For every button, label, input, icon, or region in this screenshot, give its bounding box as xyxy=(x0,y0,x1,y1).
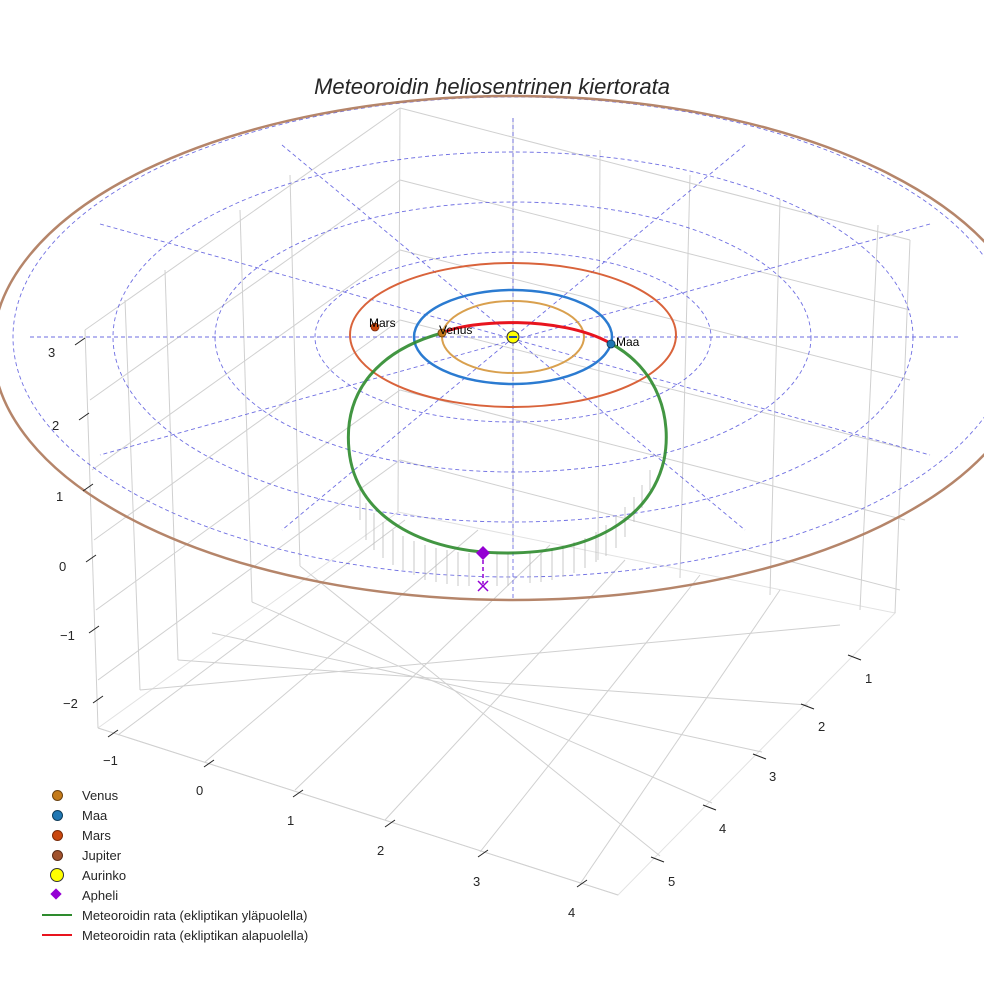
legend-item-jupiter: Jupiter xyxy=(36,845,308,865)
ecliptic-grid xyxy=(12,96,984,598)
venus-marker xyxy=(437,328,447,338)
z-tick-2: 2 xyxy=(52,418,59,433)
maa-legend-icon xyxy=(52,810,63,821)
green-line-legend-icon xyxy=(42,914,72,916)
legend-item-aurinko: Aurinko xyxy=(36,865,308,885)
venus-label: Venus xyxy=(439,323,472,337)
legend-item-venus: Venus xyxy=(36,785,308,805)
z-axis xyxy=(74,337,104,704)
z-tick-neg1: −1 xyxy=(60,628,75,643)
legend-item-apheli: Apheli xyxy=(36,885,308,905)
mars-marker xyxy=(370,322,380,332)
legend-item-above-ecliptic: Meteoroidin rata (ekliptikan yläpuolella… xyxy=(36,905,308,925)
x-tick-2: 2 xyxy=(377,843,384,858)
x-tick-3: 3 xyxy=(473,874,480,889)
meteoroid-orbit-above xyxy=(346,331,668,555)
z-tick-3: 3 xyxy=(48,345,55,360)
axes-box-grid xyxy=(84,107,911,896)
y-tick-3: 3 xyxy=(769,769,776,784)
legend: Venus Maa Mars Jupiter Aurinko Apheli Me… xyxy=(36,785,308,945)
x-tick-0: 0 xyxy=(196,783,203,798)
legend-item-below-ecliptic: Meteoroidin rata (ekliptikan alapuolella… xyxy=(36,925,308,945)
legend-item-maa: Maa xyxy=(36,805,308,825)
drop-lines xyxy=(359,470,651,586)
maa-orbit xyxy=(412,288,614,386)
jupiter-legend-icon xyxy=(52,850,63,861)
apheli-projection-x-marker xyxy=(477,580,489,592)
y-tick-2: 2 xyxy=(818,719,825,734)
jupiter-orbit xyxy=(0,94,984,602)
apheli-marker xyxy=(476,546,490,560)
y-tick-5: 5 xyxy=(668,874,675,889)
mars-orbit xyxy=(349,262,677,408)
maa-marker xyxy=(606,339,616,349)
y-axis xyxy=(650,654,862,863)
x-axis xyxy=(107,729,588,888)
mars-label: Mars xyxy=(369,316,396,330)
apheli-legend-icon xyxy=(50,888,62,900)
venus-legend-icon xyxy=(52,790,63,801)
legend-item-mars: Mars xyxy=(36,825,308,845)
mars-legend-icon xyxy=(52,830,63,841)
x-tick-4: 4 xyxy=(568,905,575,920)
z-tick-1: 1 xyxy=(56,489,63,504)
meteoroid-orbit-below xyxy=(441,321,611,345)
red-line-legend-icon xyxy=(42,934,72,936)
z-tick-0: 0 xyxy=(59,559,66,574)
y-tick-4: 4 xyxy=(719,821,726,836)
y-tick-1: 1 xyxy=(865,671,872,686)
z-tick-neg2: −2 xyxy=(63,696,78,711)
aurinko-legend-icon xyxy=(50,868,64,882)
chart-title: Meteoroidin heliosentrinen kiertorata xyxy=(314,74,670,99)
x-tick-neg1: −1 xyxy=(103,753,118,768)
maa-label: Maa xyxy=(616,335,640,349)
x-tick-1: 1 xyxy=(287,813,294,828)
